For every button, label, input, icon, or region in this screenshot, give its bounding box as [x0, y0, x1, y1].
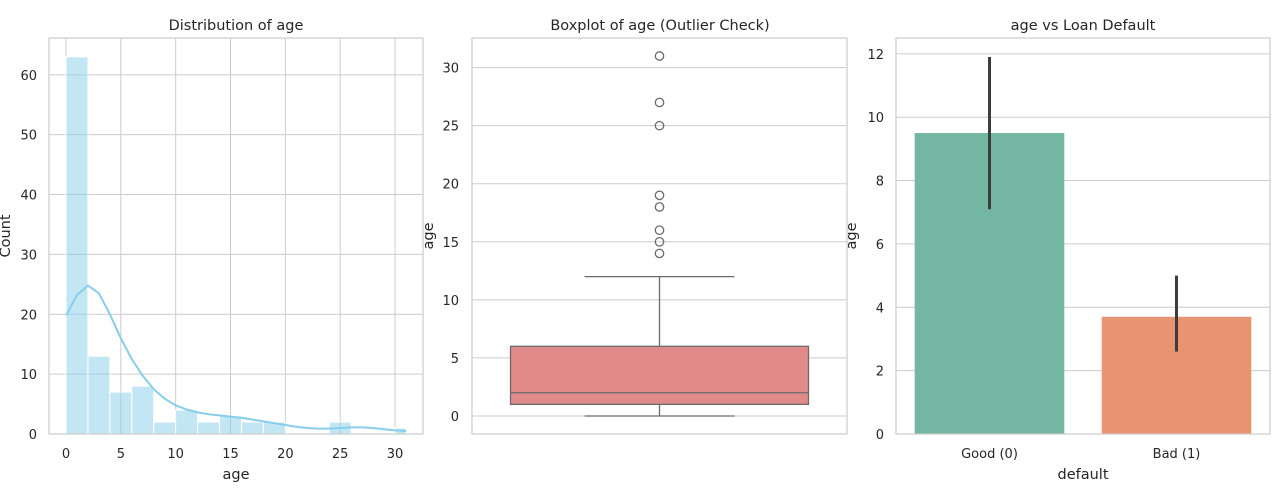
- default-bar-y-ticks: 0 2 4 6 8 10 12: [867, 48, 884, 443]
- boxplot-outlier-point: [654, 225, 665, 236]
- histogram-gridlines: [49, 38, 423, 435]
- default-bar-y-tick-label: 2: [876, 365, 884, 380]
- histogram-x-tick-label: 10: [167, 447, 184, 462]
- boxplot-outlier-point: [654, 51, 665, 61]
- default-bar-title: age vs Loan Default: [1011, 18, 1156, 34]
- histogram-bar: [109, 391, 133, 435]
- boxplot-y-tick-label: 20: [442, 178, 459, 193]
- boxplot-box-group: [509, 51, 810, 417]
- histogram-bar: [219, 415, 242, 435]
- boxplot-outlier-point: [654, 248, 665, 259]
- histogram-x-ticks: 0 5 10 15 20 25 30: [62, 447, 403, 462]
- histogram-x-tick-label: 15: [222, 447, 239, 462]
- boxplot-y-tick-label: 15: [442, 236, 459, 251]
- histogram-x-tick-label: 0: [62, 447, 70, 462]
- histogram-y-tick-label: 40: [20, 189, 37, 204]
- boxplot-outlier-point: [654, 236, 665, 247]
- default-bar-y-tick-label: 0: [876, 428, 884, 443]
- default-bar-axes-frame: [895, 37, 1271, 435]
- histogram-y-tick-label: 50: [20, 129, 37, 144]
- boxplot-outlier-point: [654, 202, 665, 212]
- histogram-y-tick-label: 10: [20, 368, 37, 383]
- histogram-x-tick-label: 5: [117, 447, 125, 462]
- boxplot-y-tick-label: 30: [442, 62, 459, 77]
- histogram-bars: [65, 56, 407, 435]
- boxplot-outlier-point: [654, 190, 665, 201]
- default-bar-x-ticks: Good (0) Bad (1): [961, 447, 1200, 462]
- histogram-bar: [65, 56, 89, 435]
- boxplot-y-ticks: 0 5 10 15 20 25 30: [442, 62, 459, 425]
- default-bar-panel: age vs Loan Default Good (0) Bad (1) 0 2…: [844, 18, 1271, 483]
- boxplot-outlier-point: [654, 120, 665, 131]
- histogram-y-tick-label: 30: [20, 248, 37, 263]
- boxplot-panel: Boxplot of age (Outlier Check) 0 5 10 15…: [421, 18, 848, 435]
- default-bar-x-tick-label: Good (0): [961, 447, 1018, 462]
- histogram-x-tick-label: 20: [277, 447, 294, 462]
- histogram-bar: [87, 355, 111, 435]
- boxplot-outlier-point: [654, 97, 665, 108]
- boxplot-axes-frame: [471, 37, 848, 435]
- histogram-x-tick-label: 25: [332, 447, 349, 462]
- histogram-x-tick-label: 30: [387, 447, 404, 462]
- histogram-bar: [131, 385, 155, 435]
- default-bar-y-tick-label: 10: [867, 111, 884, 126]
- histogram-axes-frame: [48, 37, 424, 435]
- boxplot-iqr-box: [509, 345, 810, 406]
- boxplot-y-tick-label: 25: [442, 120, 459, 135]
- histogram-y-tick-label: 20: [20, 308, 37, 323]
- histogram-x-axis-label: age: [222, 467, 249, 483]
- histogram-bar: [197, 421, 221, 435]
- default-bar-x-tick-label: Bad (1): [1153, 447, 1201, 462]
- histogram-y-axis-label: Count: [0, 214, 14, 257]
- histogram-y-tick-label: 60: [20, 69, 37, 84]
- boxplot-y-axis-label: age: [421, 222, 437, 249]
- default-bars: [914, 133, 1252, 435]
- boxplot-title: Boxplot of age (Outlier Check): [550, 18, 769, 34]
- default-bar-x-axis-label: default: [1057, 467, 1108, 483]
- default-bar-y-tick-label: 8: [876, 175, 884, 190]
- histogram-kde-line: [65, 284, 407, 432]
- boxplot-y-tick-label: 5: [451, 352, 459, 367]
- histogram-bar: [240, 421, 264, 435]
- default-bar-y-tick-label: 12: [867, 48, 884, 63]
- histogram-y-tick-label: 0: [29, 428, 37, 443]
- histogram-panel: Distribution of age 0 5 10 15 20 25 30 0…: [0, 18, 424, 483]
- boxplot-y-tick-label: 0: [451, 410, 459, 425]
- default-bar-y-tick-label: 4: [876, 301, 884, 316]
- histogram-bar: [153, 421, 177, 435]
- boxplot-y-tick-label: 10: [442, 294, 459, 309]
- histogram-title: Distribution of age: [169, 18, 304, 34]
- histogram-bar: [175, 409, 199, 435]
- default-bar-y-axis-label: age: [844, 222, 860, 249]
- histogram-y-ticks: 0 10 20 30 40 50 60: [20, 69, 37, 443]
- default-bar-y-tick-label: 6: [876, 238, 884, 253]
- default-bar-error-bars: [988, 57, 1178, 352]
